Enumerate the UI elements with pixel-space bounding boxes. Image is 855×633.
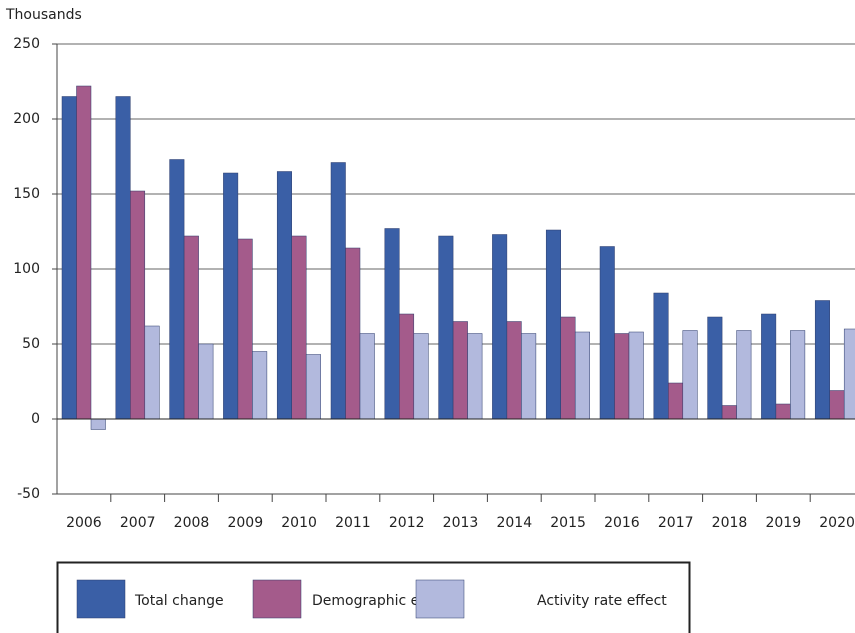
bar bbox=[521, 333, 537, 420]
x-tick-label: 2010 bbox=[281, 515, 317, 531]
bar bbox=[599, 246, 615, 420]
x-tick-label: 2006 bbox=[66, 515, 102, 531]
bar bbox=[682, 330, 698, 420]
bar bbox=[144, 325, 160, 420]
bar bbox=[130, 190, 146, 420]
bar bbox=[545, 229, 561, 420]
bar bbox=[198, 343, 214, 420]
y-tick-label: 100 bbox=[13, 261, 40, 277]
x-tick-label: 2016 bbox=[604, 515, 640, 531]
bar bbox=[467, 333, 483, 420]
x-tick-label: 2009 bbox=[227, 515, 263, 531]
y-tick-label: 150 bbox=[13, 186, 40, 202]
bar bbox=[668, 382, 684, 420]
x-tick-label: 2013 bbox=[443, 515, 479, 531]
bar bbox=[574, 331, 590, 420]
bar bbox=[506, 321, 522, 420]
legend-label: Total change bbox=[134, 593, 224, 609]
bar bbox=[761, 313, 777, 420]
y-axis-title: Thousands bbox=[5, 7, 82, 23]
bar bbox=[829, 390, 845, 420]
bar bbox=[115, 96, 131, 420]
x-tick-label: 2007 bbox=[120, 515, 156, 531]
bar bbox=[252, 351, 268, 420]
bar bbox=[707, 316, 723, 420]
legend-label: Activity rate effect bbox=[537, 593, 667, 609]
bar bbox=[384, 228, 400, 420]
bar bbox=[653, 292, 669, 420]
bar bbox=[721, 405, 737, 420]
x-tick-label: 2012 bbox=[389, 515, 425, 531]
bar bbox=[90, 418, 106, 430]
bar bbox=[843, 328, 855, 420]
x-tick-label: 2015 bbox=[550, 515, 586, 531]
y-tick-label: 0 bbox=[31, 411, 40, 427]
bar bbox=[413, 333, 429, 420]
bar bbox=[169, 159, 185, 420]
y-tick-label: 50 bbox=[22, 336, 40, 352]
bar bbox=[183, 235, 199, 420]
bar bbox=[359, 333, 375, 420]
legend-box bbox=[56, 561, 691, 633]
bar bbox=[736, 330, 752, 420]
bar bbox=[560, 316, 576, 420]
legend-swatch bbox=[415, 579, 465, 619]
bar bbox=[61, 96, 77, 420]
bar bbox=[492, 234, 508, 420]
bar bbox=[305, 354, 321, 420]
y-tick-label: 250 bbox=[13, 36, 40, 52]
bar bbox=[814, 300, 830, 420]
x-tick-label: 2008 bbox=[174, 515, 210, 531]
x-tick-label: 2020 bbox=[819, 515, 855, 531]
bar bbox=[291, 235, 307, 420]
bar bbox=[790, 330, 806, 420]
bar bbox=[276, 171, 292, 420]
legend-swatch bbox=[76, 579, 126, 619]
x-tick-label: 2011 bbox=[335, 515, 371, 531]
bar bbox=[399, 313, 415, 420]
legend-swatch bbox=[252, 579, 302, 619]
x-tick-label: 2014 bbox=[496, 515, 532, 531]
bar bbox=[775, 403, 791, 420]
bar bbox=[223, 172, 239, 420]
bar bbox=[330, 162, 346, 420]
x-tick-label: 2018 bbox=[712, 515, 748, 531]
bar bbox=[438, 235, 454, 420]
x-tick-label: 2017 bbox=[658, 515, 694, 531]
y-tick-label: 200 bbox=[13, 111, 40, 127]
bar bbox=[614, 333, 630, 420]
bar bbox=[76, 85, 92, 420]
bar bbox=[237, 238, 253, 420]
y-tick-label: -50 bbox=[17, 486, 40, 502]
bar bbox=[628, 331, 644, 420]
bar bbox=[452, 321, 468, 420]
x-tick-label: 2019 bbox=[765, 515, 801, 531]
bar bbox=[345, 247, 361, 420]
